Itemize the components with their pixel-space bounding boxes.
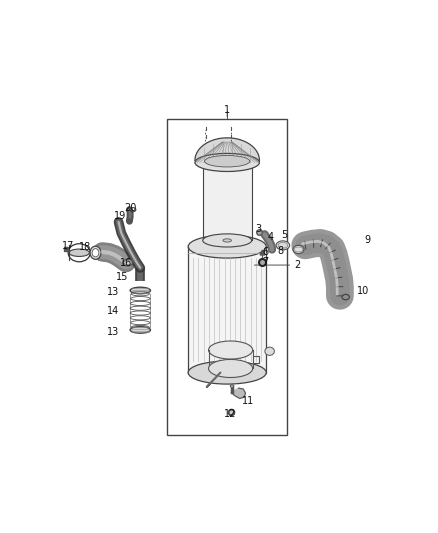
Text: 2: 2 — [294, 260, 300, 270]
Ellipse shape — [90, 246, 101, 260]
Ellipse shape — [230, 385, 233, 387]
Bar — [167, 119, 287, 435]
Ellipse shape — [130, 287, 151, 294]
Ellipse shape — [203, 234, 251, 247]
Text: 19: 19 — [114, 211, 126, 221]
Ellipse shape — [203, 156, 251, 169]
Text: 8: 8 — [277, 246, 283, 256]
Polygon shape — [195, 138, 259, 163]
Polygon shape — [231, 388, 246, 399]
Ellipse shape — [208, 341, 253, 359]
Text: 15: 15 — [116, 271, 128, 281]
Bar — [203, 163, 251, 240]
Text: 20: 20 — [124, 203, 137, 213]
Text: 17: 17 — [62, 241, 74, 251]
Text: 4: 4 — [267, 232, 273, 242]
Text: 10: 10 — [357, 286, 369, 295]
Text: 18: 18 — [78, 241, 91, 252]
Ellipse shape — [92, 248, 99, 257]
Ellipse shape — [188, 235, 266, 258]
Ellipse shape — [293, 245, 304, 254]
Text: 13: 13 — [107, 287, 120, 297]
Ellipse shape — [123, 260, 132, 266]
Ellipse shape — [130, 327, 151, 333]
Text: 14: 14 — [107, 306, 120, 316]
Text: 1: 1 — [224, 106, 230, 115]
Text: 11: 11 — [242, 397, 254, 406]
Bar — [188, 247, 266, 373]
Text: 3: 3 — [255, 224, 261, 234]
Text: 5: 5 — [281, 230, 287, 240]
Ellipse shape — [195, 154, 259, 172]
Ellipse shape — [265, 347, 274, 356]
Text: 9: 9 — [364, 236, 370, 245]
Ellipse shape — [69, 249, 89, 256]
Text: 7: 7 — [262, 257, 268, 267]
Ellipse shape — [208, 359, 253, 377]
Ellipse shape — [276, 241, 290, 250]
Text: 16: 16 — [120, 257, 132, 268]
Ellipse shape — [205, 156, 250, 167]
Ellipse shape — [223, 239, 231, 242]
Text: 12: 12 — [224, 409, 237, 418]
Ellipse shape — [188, 361, 266, 384]
Text: 13: 13 — [107, 327, 120, 336]
Text: 6: 6 — [262, 247, 268, 257]
